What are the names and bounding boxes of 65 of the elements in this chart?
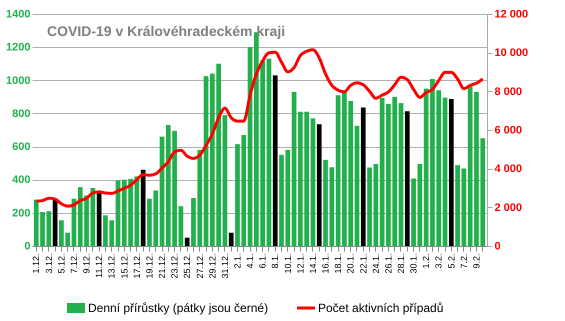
y2-tick-label: 4 000 — [494, 163, 522, 176]
y-tick-label: 800 — [12, 108, 30, 120]
bar — [404, 111, 410, 246]
y-tick-label: 1400 — [6, 8, 30, 20]
bar — [52, 200, 58, 246]
x-tick-label: 29.12. — [207, 254, 218, 279]
x-tick-label: 15.12. — [119, 254, 130, 279]
x-tick-label: 31.12. — [220, 254, 230, 279]
y2-tick-label: 10 000 — [494, 47, 528, 60]
bar — [360, 107, 366, 246]
x-tick-label: 2.1. — [232, 254, 242, 269]
x-tick-label: 26.1. — [383, 254, 394, 274]
x-tick-label: 16.1. — [320, 254, 331, 274]
bar — [96, 191, 102, 246]
x-tick-label: 10.1. — [282, 254, 293, 274]
y2-tick-label: 12 000 — [494, 8, 528, 20]
x-tick-label: 8.1. — [270, 254, 280, 269]
bar — [448, 99, 454, 246]
y2-tick-label: 6 000 — [494, 124, 522, 136]
x-tick-label: 21.12. — [157, 254, 168, 279]
x-tick-label: 7.2. — [458, 254, 469, 269]
x-tick-label: 30.1. — [408, 254, 419, 274]
y-tick-label: 400 — [12, 174, 30, 186]
text: COVID-19 v Královéhradeckém kraji — [47, 23, 286, 39]
x-tick-label: 6.1. — [258, 254, 268, 269]
x-tick-label: 23.12. — [170, 254, 180, 279]
x-tick-label: 3.12. — [44, 254, 54, 274]
x-tick-label: 9.12. — [82, 254, 92, 274]
bar — [228, 232, 234, 246]
x-tick-label: 27.12. — [194, 254, 205, 279]
y-tick-label: 1200 — [6, 42, 30, 54]
x-tick-label: 22.1. — [358, 254, 368, 274]
x-tick-label: 12.1. — [295, 254, 306, 274]
legend-label: Počet aktivních případů — [318, 301, 444, 315]
x-tick-label: 18.1. — [333, 254, 344, 274]
x-tick-label: 9.2. — [471, 254, 482, 269]
x-tick-label: 20.1. — [346, 254, 356, 274]
x-tick-label: 24.1. — [370, 254, 381, 274]
y-tick-label: 600 — [12, 141, 30, 154]
x-tick-label: 5.12. — [56, 254, 66, 274]
x-tick-label: 4.1. — [245, 254, 256, 269]
bar — [184, 238, 190, 246]
y2-tick-label: 8 000 — [494, 86, 522, 98]
line-series — [34, 48, 484, 208]
x-tick-label: 7.12. — [68, 254, 79, 274]
y-tick-label: 200 — [12, 207, 30, 220]
x-tick-label: 25.12. — [182, 254, 192, 279]
bar — [316, 124, 322, 246]
legend-label: Denní přírůstky (pátky jsou černé) — [88, 301, 268, 315]
y2-tick-label: 0 — [494, 240, 501, 252]
bar — [272, 75, 278, 246]
x-tick-label: 3.2. — [434, 254, 444, 269]
y-tick-label: 0 — [24, 240, 30, 252]
y-tick-label: 1000 — [6, 74, 30, 87]
x-tick-label: 13.12. — [106, 254, 117, 279]
y2-tick-label: 2 000 — [494, 202, 522, 214]
x-tick-label: 14.1. — [308, 254, 318, 274]
x-tick-label: 28.1. — [396, 254, 406, 274]
x-tick-label: 5.2. — [446, 254, 456, 269]
x-tick-label: 19.12. — [144, 254, 154, 279]
x-tick-label: 17.12. — [132, 254, 142, 279]
x-tick-label: 11.12. — [94, 254, 104, 278]
bar — [140, 170, 146, 246]
x-tick-label: 1.12. — [31, 254, 42, 274]
x-tick-label: 1.2. — [421, 254, 432, 269]
